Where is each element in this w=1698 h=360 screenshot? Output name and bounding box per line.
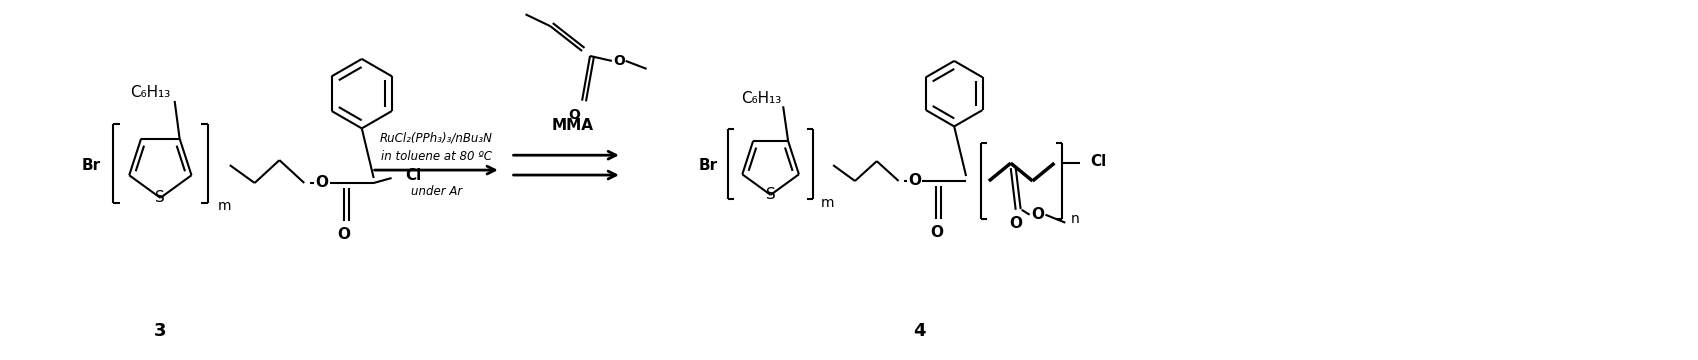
Text: C₆H₁₃: C₆H₁₃ (740, 91, 781, 106)
Text: O: O (1031, 207, 1044, 222)
Text: O: O (907, 174, 920, 189)
Text: under Ar: under Ar (411, 185, 462, 198)
Text: 3: 3 (155, 322, 166, 340)
Text: Cl: Cl (406, 167, 421, 183)
Text: n: n (1070, 212, 1078, 226)
Text: S: S (766, 188, 774, 202)
Text: O: O (338, 227, 350, 242)
Text: O: O (567, 108, 579, 122)
Text: 4: 4 (912, 322, 925, 340)
Text: Cl: Cl (1090, 154, 1105, 168)
Text: MMA: MMA (550, 118, 593, 133)
Text: O: O (929, 225, 942, 240)
Text: O: O (316, 175, 328, 190)
Text: S: S (156, 190, 165, 205)
Text: m: m (820, 196, 834, 210)
Text: Br: Br (82, 158, 100, 172)
Text: O: O (1009, 216, 1022, 231)
Text: C₆H₁₃: C₆H₁₃ (129, 85, 170, 100)
Text: in toluene at 80 ºC: in toluene at 80 ºC (380, 150, 491, 163)
Text: Br: Br (698, 158, 717, 172)
Text: m: m (217, 199, 231, 213)
Text: RuCl₂(PPh₃)₃/nBu₃N: RuCl₂(PPh₃)₃/nBu₃N (380, 132, 492, 145)
Text: O: O (613, 54, 625, 68)
